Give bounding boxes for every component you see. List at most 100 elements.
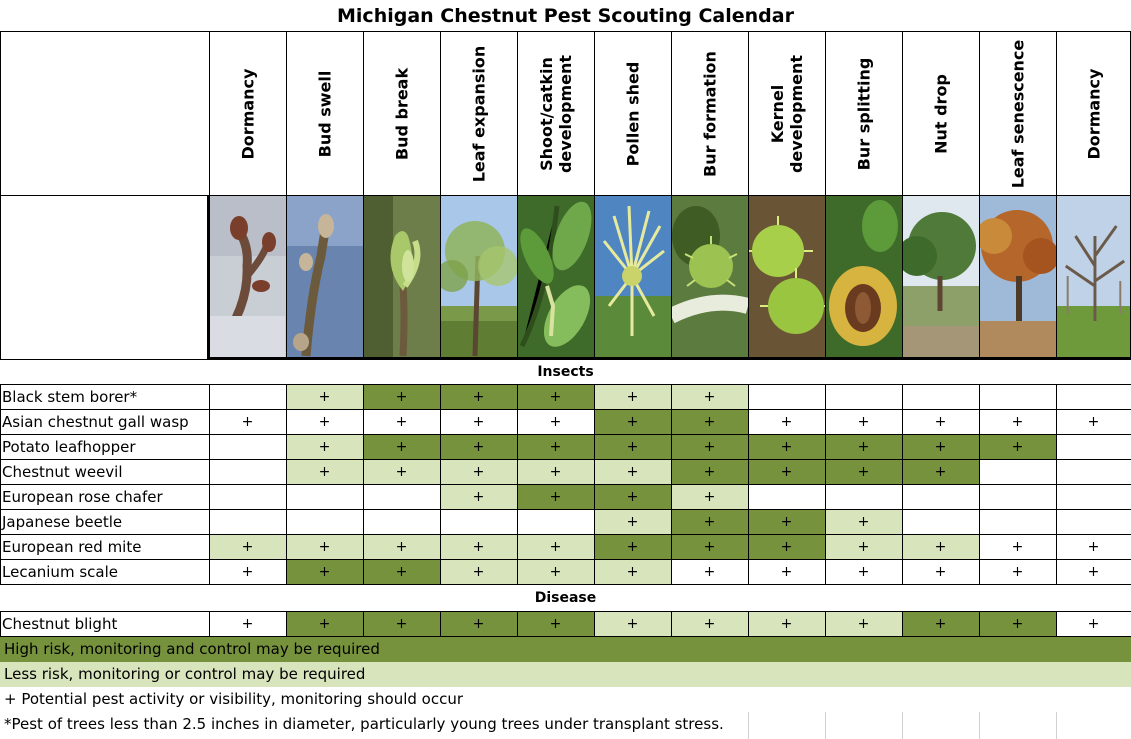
- grid-line: [0, 385, 1, 585]
- risk-cell: [363, 535, 440, 560]
- risk-cell: [1056, 410, 1131, 435]
- risk-cell: [363, 612, 440, 637]
- pest-name: European rose chafer: [2, 488, 163, 506]
- grid-line: [1056, 612, 1057, 636]
- risk-cell: [209, 560, 286, 585]
- legend-plus-note: + Potential pest activity or visibility,…: [0, 687, 1131, 712]
- plus-mark: +: [934, 616, 947, 632]
- plus-mark: +: [857, 514, 870, 530]
- grid-line: [0, 611, 1131, 612]
- plus-mark: +: [549, 564, 562, 580]
- grid-line: [0, 612, 1, 636]
- plus-mark: +: [318, 414, 331, 430]
- risk-cell: [594, 560, 671, 585]
- plus-mark: +: [472, 389, 485, 405]
- senescence-tree-photo: [979, 196, 1056, 358]
- grid-line: [0, 559, 1131, 560]
- plus-mark: +: [934, 464, 947, 480]
- grid-line: [363, 32, 364, 359]
- plus-mark: +: [780, 514, 793, 530]
- grid-line: [594, 612, 595, 636]
- risk-cell: [748, 510, 825, 535]
- grid-line: [825, 32, 826, 359]
- risk-cell: [748, 410, 825, 435]
- risk-cell: [440, 560, 517, 585]
- risk-cell: [517, 410, 594, 435]
- risk-cell: [594, 435, 671, 460]
- plus-mark: +: [703, 616, 716, 632]
- stage-header: Pollen shed: [594, 32, 671, 196]
- stage-header: Bur splitting: [825, 32, 902, 196]
- grid-line: [286, 32, 287, 359]
- risk-cell: [286, 460, 363, 485]
- grid-line-light: [979, 712, 980, 739]
- grid-line: [440, 32, 441, 359]
- risk-cell: [902, 460, 979, 485]
- risk-cell: [440, 460, 517, 485]
- risk-cell: [363, 460, 440, 485]
- plus-mark: +: [626, 616, 639, 632]
- stage-label: Nut drop: [931, 74, 951, 154]
- risk-cell: [209, 535, 286, 560]
- plus-mark: +: [934, 414, 947, 430]
- grid-line: [517, 612, 518, 636]
- risk-cell: [517, 560, 594, 585]
- grid-line-light: [748, 712, 749, 739]
- stage-label: Kernel development: [768, 54, 806, 174]
- risk-cell: [979, 612, 1056, 637]
- plus-mark: +: [1011, 539, 1024, 555]
- plus-mark: +: [472, 414, 485, 430]
- risk-cell: [209, 385, 286, 410]
- plus-mark: +: [549, 464, 562, 480]
- risk-cell: [209, 410, 286, 435]
- grid-line: [671, 612, 672, 636]
- grid-line: [1056, 32, 1057, 359]
- risk-cell: [671, 460, 748, 485]
- plus-mark: +: [241, 414, 254, 430]
- plus-mark: +: [703, 539, 716, 555]
- plus-mark: +: [780, 564, 793, 580]
- plus-mark: +: [1011, 414, 1024, 430]
- grid-line: [286, 612, 287, 636]
- grid-line: [0, 384, 1131, 385]
- grid-line: [902, 32, 903, 359]
- risk-cell: [902, 435, 979, 460]
- stage-header: Leaf expansion: [440, 32, 517, 196]
- section-header-disease: Disease: [534, 590, 597, 606]
- risk-cell: [1056, 612, 1131, 637]
- stage-label: Dormancy: [1084, 68, 1104, 160]
- plus-mark: +: [318, 464, 331, 480]
- plus-mark: +: [395, 389, 408, 405]
- plus-mark: +: [472, 616, 485, 632]
- plus-mark: +: [857, 464, 870, 480]
- risk-cell: [748, 560, 825, 585]
- risk-cell: [825, 435, 902, 460]
- stage-header: Bud swell: [286, 32, 363, 196]
- stage-label: Bur formation: [700, 51, 720, 177]
- risk-cell: [594, 535, 671, 560]
- risk-cell: [1056, 535, 1131, 560]
- grid-line: [0, 434, 1131, 435]
- stage-header: Bud break: [363, 32, 440, 196]
- stage-header: Nut drop: [902, 32, 979, 196]
- risk-cell: [1056, 560, 1131, 585]
- risk-cell: [825, 485, 902, 510]
- plus-mark: +: [934, 439, 947, 455]
- grid-line: [363, 612, 364, 636]
- risk-cell: [363, 510, 440, 535]
- plus-mark: +: [857, 616, 870, 632]
- risk-cell: [286, 510, 363, 535]
- grid-line: [902, 385, 903, 585]
- risk-cell: [363, 560, 440, 585]
- grid-line: [440, 612, 441, 636]
- grid-line: [440, 385, 441, 585]
- stage-label: Shoot/catkin development: [537, 54, 575, 174]
- grid-line: [902, 612, 903, 636]
- photo-strip-border: [207, 195, 210, 360]
- grid-line: [825, 612, 826, 636]
- plus-mark: +: [626, 539, 639, 555]
- plus-mark: +: [626, 439, 639, 455]
- risk-cell: [209, 612, 286, 637]
- grid-line: [671, 32, 672, 359]
- plus-mark: +: [934, 564, 947, 580]
